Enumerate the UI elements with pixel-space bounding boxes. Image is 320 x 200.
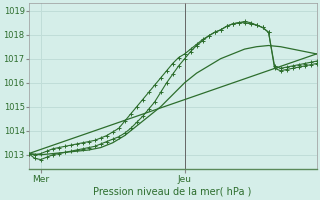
X-axis label: Pression niveau de la mer( hPa ): Pression niveau de la mer( hPa ) [93,187,252,197]
